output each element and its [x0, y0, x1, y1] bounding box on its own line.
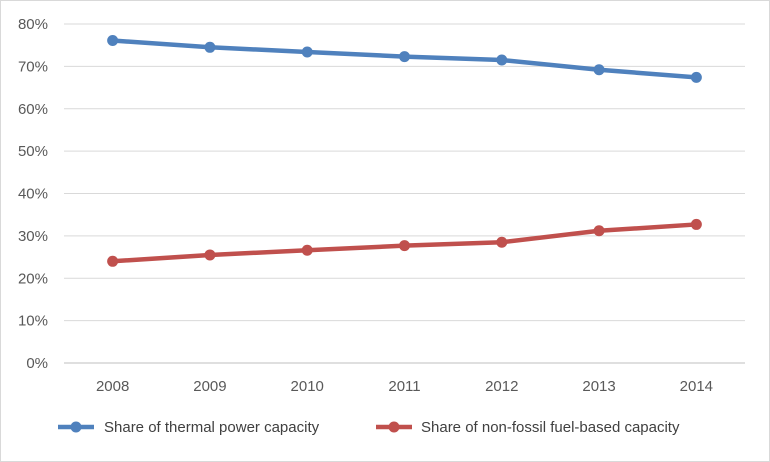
- data-point: [690, 71, 702, 83]
- y-tick-label: 30%: [18, 228, 48, 245]
- legend-item-1: Share of thermal power capacity: [58, 419, 320, 436]
- data-point: [593, 64, 605, 76]
- x-tick-label: 2014: [680, 378, 713, 395]
- y-tick-label: 80%: [18, 16, 48, 33]
- x-tick-label: 2008: [96, 378, 129, 395]
- legend-label: Share of thermal power capacity: [104, 419, 320, 436]
- legend: Share of thermal power capacity Share of …: [58, 419, 680, 436]
- legend-label: Share of non-fossil fuel-based capacity: [421, 419, 680, 436]
- series-1: [107, 35, 702, 83]
- y-tick-label: 40%: [18, 186, 48, 203]
- data-point: [204, 249, 216, 261]
- data-point: [593, 225, 605, 237]
- data-point: [399, 51, 410, 63]
- y-tick-label: 50%: [18, 143, 48, 160]
- data-point: [301, 46, 313, 58]
- data-point: [399, 240, 410, 252]
- x-tick-label: 2010: [291, 378, 324, 395]
- x-tick-label: 2011: [388, 378, 420, 395]
- series-2: [107, 218, 702, 267]
- x-tick-label: 2013: [582, 378, 615, 395]
- legend-item-2: Share of non-fossil fuel-based capacity: [376, 419, 680, 436]
- y-tick-label: 60%: [18, 101, 48, 118]
- data-point: [204, 41, 216, 53]
- gridlines: [64, 23, 745, 364]
- x-axis-tick-labels: 2008 2009 2010 2011 2012 2013 2014: [96, 378, 713, 395]
- data-point: [496, 236, 508, 248]
- data-point: [301, 244, 313, 256]
- x-tick-label: 2012: [485, 378, 518, 395]
- y-tick-label: 0%: [26, 355, 48, 372]
- x-tick-label: 2009: [193, 378, 226, 395]
- y-tick-label: 10%: [18, 313, 48, 330]
- data-point: [107, 35, 119, 47]
- y-axis-tick-labels: 0% 10% 20% 30% 40% 50% 60% 70% 80%: [18, 16, 48, 372]
- data-point: [496, 54, 508, 66]
- y-tick-label: 70%: [18, 58, 48, 75]
- data-point: [690, 218, 702, 230]
- data-point: [107, 255, 119, 267]
- series-lines: [107, 35, 702, 267]
- y-tick-label: 20%: [18, 270, 48, 287]
- legend-swatch-marker: [70, 421, 82, 433]
- legend-swatch-marker: [388, 421, 400, 433]
